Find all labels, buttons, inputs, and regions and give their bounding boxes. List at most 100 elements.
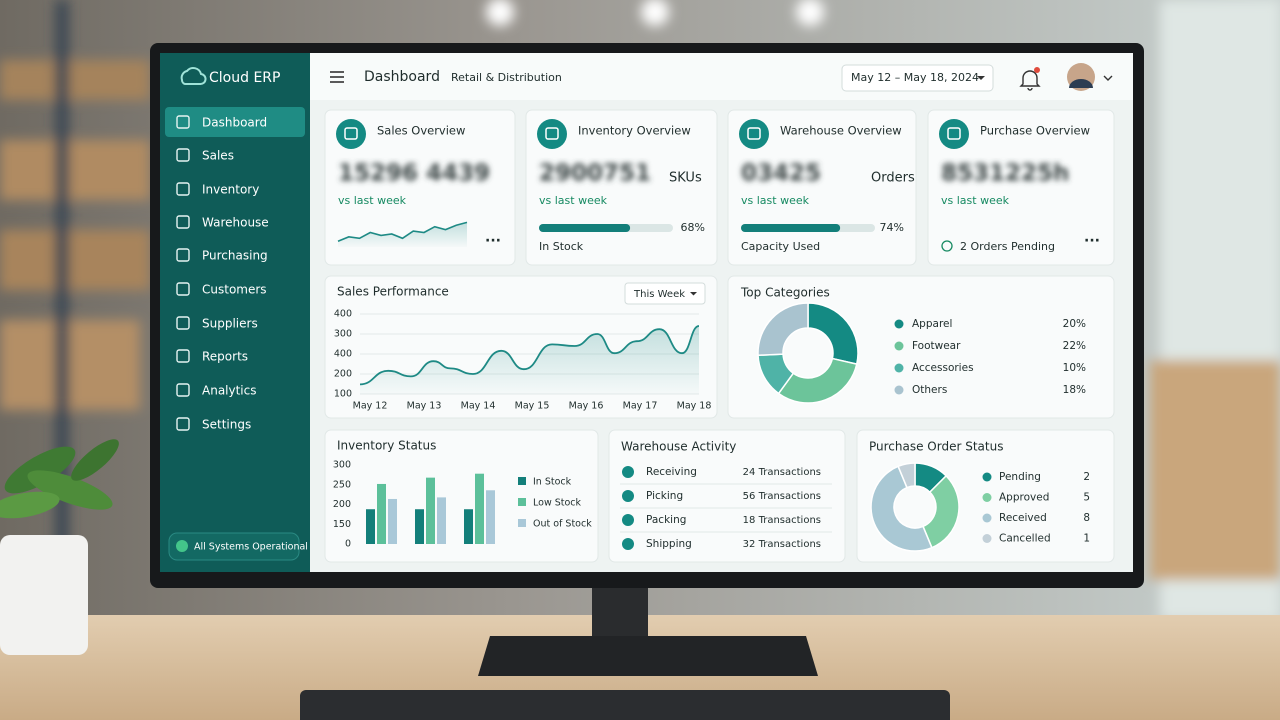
- activity-icon: [622, 538, 634, 550]
- nav-item[interactable]: Warehouse: [202, 216, 269, 230]
- card-title: Purchase Order Status: [869, 440, 1003, 454]
- activity-label: Packing: [646, 514, 686, 526]
- activity-count: 18 Transactions: [743, 515, 821, 526]
- keyboard: [300, 690, 950, 720]
- activity-count: 56 Transactions: [743, 491, 821, 502]
- progress-bar: [539, 224, 631, 232]
- nav-item[interactable]: Suppliers: [202, 317, 258, 331]
- legend-swatch: [518, 498, 526, 506]
- card: [324, 109, 516, 266]
- kpi-title: Warehouse Overview: [780, 124, 902, 138]
- nav-active: [165, 107, 305, 137]
- progress-label: 68%: [681, 221, 705, 234]
- nav-item[interactable]: Settings: [202, 418, 251, 432]
- legend-label: Cancelled: [999, 533, 1051, 545]
- legend-label: Out of Stock: [533, 519, 592, 530]
- x-tick-label: May 13: [407, 401, 442, 412]
- kpi-value: 2900751: [539, 161, 651, 187]
- status-icon: [176, 540, 188, 552]
- kpi-title: Inventory Overview: [578, 124, 691, 138]
- warehouse-shelves: [0, 0, 1280, 620]
- chevron: [1103, 75, 1113, 81]
- nav-item[interactable]: Customers: [202, 283, 267, 297]
- nav-icon: [176, 417, 190, 431]
- activity-count: 32 Transactions: [743, 539, 821, 550]
- nav-item[interactable]: Inventory: [202, 183, 259, 197]
- legend-swatch: [894, 363, 904, 373]
- y-tick-label: 250: [333, 479, 351, 490]
- kpi-icon-glyph: [747, 127, 761, 140]
- nav-icon: [176, 115, 190, 129]
- legend-swatch: [894, 319, 904, 329]
- nav-icon: [176, 349, 190, 363]
- legend-label: Low Stock: [533, 498, 582, 509]
- kpi-title: Purchase Overview: [980, 124, 1090, 138]
- kpi-icon: [336, 119, 366, 149]
- legend-swatch: [982, 493, 992, 502]
- kpi-icon-glyph: [545, 127, 559, 140]
- legend-swatch: [894, 341, 904, 351]
- x-tick-label: May 18: [677, 401, 712, 412]
- card: [608, 429, 846, 563]
- status-text: All Systems Operational: [194, 542, 308, 553]
- nav-icon: [176, 182, 190, 196]
- nav-icon: [176, 248, 190, 262]
- kpi-icon: [939, 119, 969, 149]
- status-pill: [168, 532, 300, 561]
- plant: [0, 439, 119, 655]
- filter-select[interactable]: [624, 282, 706, 305]
- kpi-unit: SKUs: [669, 171, 702, 186]
- y-tick-label: 100: [334, 389, 352, 400]
- kpi-value: 03425: [741, 161, 821, 187]
- legend-label: In Stock: [533, 477, 572, 488]
- kpi-icon: [537, 119, 567, 149]
- legend-value: 10%: [1063, 362, 1086, 374]
- date-picker[interactable]: [841, 64, 994, 92]
- bell-icon[interactable]: [1019, 70, 1041, 91]
- activity-count: 24 Transactions: [743, 467, 821, 478]
- x-tick-label: May 14: [461, 401, 496, 412]
- donut-segment: [897, 462, 916, 489]
- activity-label: Shipping: [646, 538, 692, 550]
- nav-icon: [176, 383, 190, 397]
- nav-item[interactable]: Sales: [202, 149, 234, 163]
- bar: [486, 490, 495, 544]
- donut-segment: [922, 474, 960, 549]
- x-tick-label: May 12: [353, 401, 388, 412]
- activity-icon: [622, 514, 634, 526]
- page-title: Dashboard: [364, 69, 440, 85]
- bar: [377, 483, 386, 544]
- nav-icon: [176, 148, 190, 162]
- nav-icon: [176, 215, 190, 229]
- activity-label: Receiving: [646, 466, 697, 478]
- nav-item[interactable]: Analytics: [202, 384, 257, 398]
- bar: [475, 473, 484, 544]
- kpi-unit: Orders: [871, 171, 915, 186]
- legend-value: 8: [1083, 512, 1090, 524]
- sidebar: [160, 53, 310, 572]
- menu-icon[interactable]: [330, 71, 344, 83]
- legend-value: 5: [1083, 492, 1090, 504]
- legend-label: Approved: [999, 492, 1049, 504]
- avatar-body: [1069, 79, 1093, 88]
- notification-dot: [1034, 67, 1040, 73]
- y-tick-label: 300: [334, 329, 352, 340]
- kpi-caption: 2 Orders Pending: [960, 240, 1055, 253]
- card-title: Top Categories: [740, 286, 830, 300]
- kpi-icon: [739, 119, 769, 149]
- y-tick-label: 400: [334, 309, 352, 320]
- y-tick-label: 200: [333, 499, 351, 510]
- filter-text: This Week: [633, 289, 685, 300]
- nav-item[interactable]: Dashboard: [202, 116, 267, 130]
- x-tick-label: May 17: [623, 401, 658, 412]
- more-menu[interactable]: ···: [485, 233, 501, 249]
- nav-item[interactable]: Purchasing: [202, 249, 268, 263]
- legend-value: 18%: [1063, 384, 1086, 396]
- kpi-note: vs last week: [539, 194, 608, 207]
- nav-item[interactable]: Reports: [202, 350, 248, 364]
- sparkline-area: [338, 222, 467, 247]
- more-menu[interactable]: ···: [1084, 233, 1100, 249]
- line-series: [359, 325, 700, 386]
- card-title: Warehouse Activity: [621, 440, 736, 454]
